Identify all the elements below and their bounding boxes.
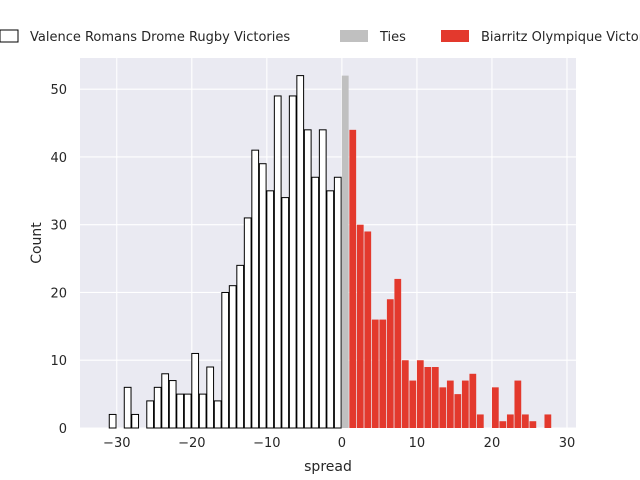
x-tick-labels: −30 −20 −10 0 10 20 30 [103,436,575,451]
bar-valence [206,366,215,429]
bar-biarritz [529,421,537,428]
bar-biarritz [506,414,514,428]
bar-biarritz [371,319,379,428]
bar-valence [296,75,305,429]
bar-valence [123,386,132,429]
bar-valence [213,400,222,429]
bar-valence [281,197,290,429]
bar-valence [243,217,252,429]
bar-biarritz [461,380,469,428]
bar-ties [341,75,349,428]
legend-label-valence: Valence Romans Drome Rugby Victories [30,30,290,45]
bar-biarritz [446,380,454,428]
bar-biarritz [476,414,484,428]
bar-valence [131,413,140,429]
x-tick-label: 0 [338,436,346,451]
bar-valence [303,129,312,429]
bar-biarritz [491,387,499,428]
bar-valence [153,386,162,429]
y-tick-labels: 0 10 20 30 40 50 [50,83,67,437]
bars [108,75,552,429]
bar-valence [258,163,267,429]
legend-swatch-ties [340,30,368,42]
bar-valence [176,393,185,429]
bar-valence [228,285,237,429]
bar-biarritz [386,299,394,428]
x-tick-label: 10 [409,436,426,451]
bar-biarritz [431,367,439,428]
bar-valence [273,95,282,429]
y-tick-label: 10 [50,354,67,369]
bar-biarritz [544,414,552,428]
legend-label-ties: Ties [379,30,406,45]
y-tick-label: 20 [50,286,67,301]
bar-biarritz [401,360,409,428]
bar-biarritz [424,367,432,428]
y-tick-label: 50 [50,83,67,98]
bar-valence [236,264,245,429]
bar-biarritz [394,278,402,428]
bar-biarritz [364,231,372,428]
bar-valence [266,190,275,429]
y-axis-label: Count [29,222,45,264]
bar-valence [288,95,297,429]
bar-biarritz [514,380,522,428]
legend-swatch-biarritz [441,30,469,42]
bar-biarritz [349,129,357,429]
bar-valence [146,400,155,429]
bar-valence [198,393,207,429]
bar-valence [168,380,177,429]
legend: Valence Romans Drome Rugby Victories Tie… [0,29,640,45]
bar-biarritz [439,387,447,428]
bar-biarritz [356,224,364,428]
x-tick-label: −10 [253,436,280,451]
bar-valence [326,190,335,429]
bar-valence [108,413,117,429]
legend-label-biarritz: Biarritz Olympique Victories [481,30,640,45]
bar-valence [191,352,200,429]
y-tick-label: 30 [50,219,67,234]
y-tick-label: 0 [59,422,67,437]
bar-valence [221,291,230,429]
bar-biarritz [379,319,387,428]
x-tick-label: 20 [484,436,501,451]
legend-swatch-valence [0,29,19,43]
x-tick-label: −30 [103,436,130,451]
bar-valence [251,149,260,429]
bar-biarritz [499,421,507,428]
x-tick-label: −20 [178,436,205,451]
bar-biarritz [469,373,477,428]
bar-biarritz [454,394,462,428]
bar-valence [333,176,342,429]
bar-biarritz [521,414,529,428]
bar-biarritz [409,380,417,428]
bar-valence [183,393,192,429]
bar-valence [318,129,327,429]
x-axis-label: spread [304,459,352,475]
x-tick-label: 30 [559,436,576,451]
y-tick-label: 40 [50,151,67,166]
bar-valence [161,373,170,429]
bar-valence [311,176,320,429]
bar-biarritz [416,360,424,428]
